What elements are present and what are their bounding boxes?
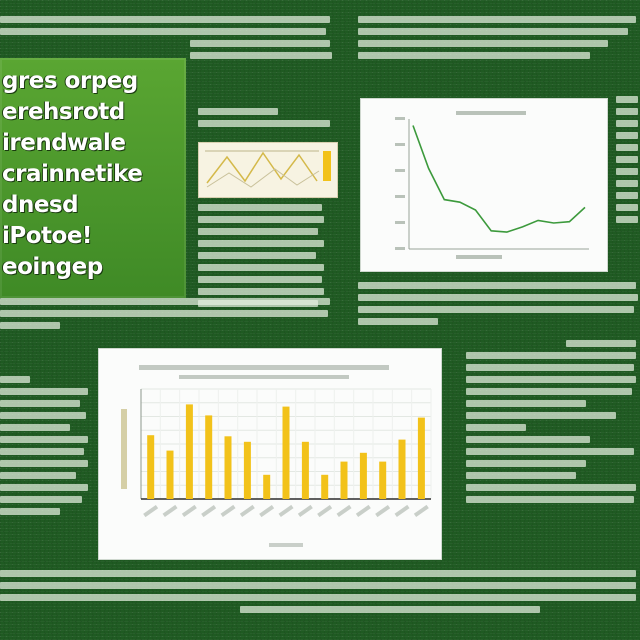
title-line: dnesd (2, 192, 79, 218)
title-line: crainnetike (2, 161, 143, 187)
x-tick-label-mark (297, 504, 313, 518)
x-tick-label-mark (355, 504, 371, 518)
bar (185, 404, 193, 499)
bar (359, 452, 367, 499)
title-line: iPotoe! (2, 223, 92, 249)
bar-chart-figure (98, 348, 442, 560)
x-tick-label-mark (220, 504, 236, 518)
bar (398, 439, 406, 499)
right-text-column (466, 340, 640, 566)
bar (224, 436, 232, 499)
bar (282, 406, 290, 499)
left-text-column (0, 376, 92, 566)
chart-title-mark (139, 365, 389, 370)
chart-subtitle-mark (179, 375, 349, 379)
title-line: irendwale (2, 130, 126, 156)
y-tick-mark (395, 169, 405, 172)
x-tick-label-mark (239, 504, 255, 518)
footer-text-block (0, 570, 640, 640)
x-label-mark (269, 543, 303, 547)
thumbnail-figure (198, 142, 338, 198)
poster-title-panel: gres orpeg erehsrotd irendwale crainneti… (0, 58, 186, 298)
y-tick-mark (395, 221, 405, 224)
bar (147, 435, 155, 499)
line-chart-figure (360, 98, 608, 272)
bar (205, 415, 213, 499)
x-tick-label-mark (181, 504, 197, 518)
y-label-mark (121, 409, 127, 489)
intro-text-right (358, 16, 640, 92)
abstract-text (0, 298, 332, 344)
bar (243, 441, 251, 499)
bar-chart (121, 365, 432, 547)
bar (166, 450, 174, 499)
bar (301, 441, 309, 499)
chart-title-mark (456, 111, 526, 115)
x-label-mark (456, 255, 502, 259)
bar (417, 417, 425, 499)
x-tick-label-mark (413, 504, 429, 518)
x-tick-label-mark (375, 504, 391, 518)
poster-title: gres orpeg erehsrotd irendwale crainneti… (2, 66, 184, 283)
title-line: eoingep (2, 254, 103, 280)
right-margin-text (616, 96, 640, 276)
x-tick-label-mark (162, 504, 178, 518)
section-heading-text (198, 108, 334, 138)
y-tick-mark (395, 143, 405, 146)
intro-text-block (0, 16, 334, 86)
series-line (412, 125, 586, 233)
x-tick-label-mark (394, 504, 410, 518)
title-line: gres orpeg (2, 68, 138, 94)
x-tick-label-mark (143, 504, 159, 518)
y-tick-mark (395, 247, 405, 250)
thumbnail-sketch (199, 143, 337, 197)
bar (263, 474, 271, 499)
y-tick-mark (395, 195, 405, 198)
x-tick-label-mark (259, 504, 275, 518)
line-chart (395, 111, 589, 259)
bar (379, 461, 387, 499)
x-tick-label-mark (201, 504, 217, 518)
title-line: erehsrotd (2, 99, 125, 125)
x-tick-label-mark (317, 504, 333, 518)
bar (321, 474, 329, 499)
x-tick-label-mark (336, 504, 352, 518)
line-chart-caption (358, 282, 640, 342)
y-tick-mark (395, 117, 405, 120)
x-tick-label-mark (278, 504, 294, 518)
bar (340, 461, 348, 499)
